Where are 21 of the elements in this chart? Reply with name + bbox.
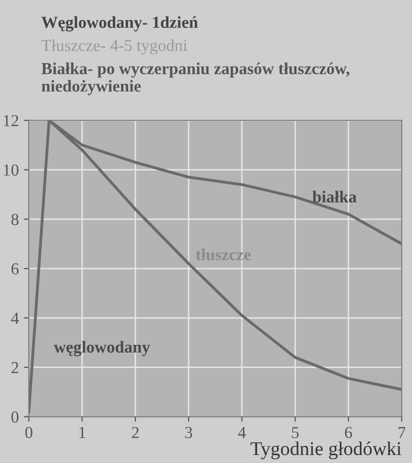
series-label: węglowodany	[54, 340, 150, 356]
text: Białka- po wyczerpaniu zapasów tłuszczów, niedożywienie	[41, 62, 350, 96]
y-tick-label: 0	[11, 411, 18, 423]
x-tick-label: 6	[344, 426, 352, 438]
x-tick-label: 4	[238, 427, 246, 438]
x-tick-label: 1	[79, 426, 86, 438]
x-tick-label: 3	[185, 426, 192, 438]
x-tick-label: 0	[25, 426, 32, 438]
y-tick-label: 2	[12, 362, 18, 374]
series-label: białka	[312, 190, 357, 202]
y-tick-label: 10	[4, 164, 18, 176]
y-tick-label: 6	[12, 263, 19, 274]
x-tick-label: 2	[132, 426, 139, 438]
y-tick-label: 8	[11, 214, 18, 226]
chart-title: Węglowodany- 1dzień	[41, 16, 198, 32]
x-tick-label: 7	[398, 427, 406, 438]
x-tick-label: 5	[292, 427, 299, 438]
y-tick-label: 12	[4, 115, 18, 126]
x-axis-title: Tygodnie głodówki	[250, 442, 402, 460]
series-label: tłuszcze	[196, 248, 251, 260]
y-tick-label: 4	[11, 312, 19, 324]
